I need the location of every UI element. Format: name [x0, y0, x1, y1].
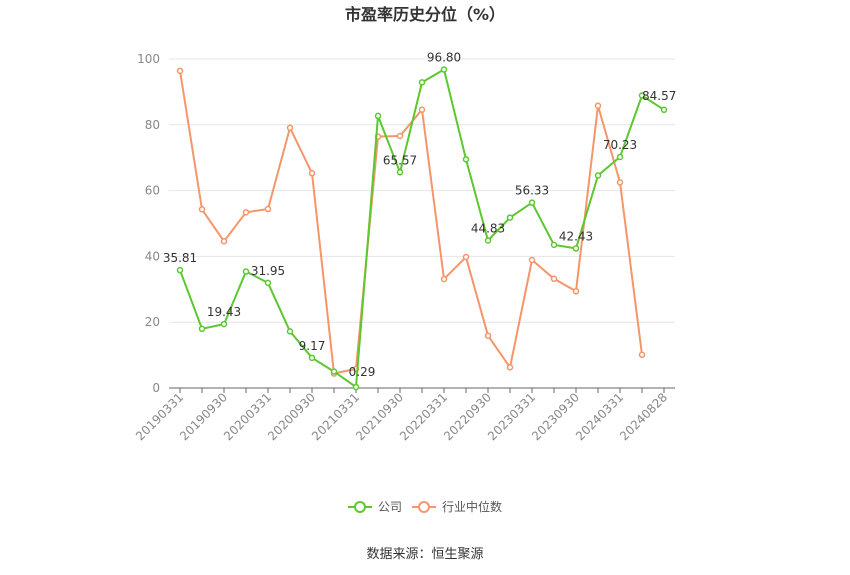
data-point[interactable]: [462, 156, 470, 163]
y-tick-label: 20: [145, 315, 160, 329]
data-point[interactable]: [550, 275, 558, 283]
x-axis: 2019033120190930202003312020093020210331…: [133, 387, 675, 443]
y-tick-label: 60: [145, 184, 160, 198]
data-point[interactable]: [484, 237, 492, 244]
data-point[interactable]: [264, 205, 272, 213]
data-label: 0.29: [349, 365, 376, 379]
legend-label-industry-median: 行业中位数: [442, 499, 502, 514]
data-label: 96.80: [427, 51, 461, 65]
data-label: 70.23: [603, 138, 637, 152]
data-point[interactable]: [264, 279, 272, 287]
data-point[interactable]: [572, 245, 580, 252]
data-point[interactable]: [616, 153, 624, 161]
data-point[interactable]: [308, 169, 316, 177]
data-point[interactable]: [418, 106, 426, 113]
data-label: 35.81: [163, 251, 197, 265]
y-tick-label: 40: [145, 249, 160, 263]
data-point[interactable]: [176, 67, 184, 75]
data-point[interactable]: [506, 364, 514, 371]
legend-item-company[interactable]: 公司: [348, 500, 402, 514]
data-point[interactable]: [660, 106, 668, 114]
data-point[interactable]: [374, 112, 382, 120]
data-label: 44.83: [471, 222, 505, 236]
legend-label-company: 公司: [378, 500, 402, 514]
data-point[interactable]: [286, 124, 294, 132]
data-point[interactable]: [638, 351, 646, 359]
data-label: 31.95: [251, 264, 285, 278]
data-point[interactable]: [506, 214, 514, 221]
y-tick-label: 80: [145, 118, 160, 132]
y-tick-label: 0: [152, 381, 160, 395]
legend-item-industry-median[interactable]: 行业中位数: [412, 499, 502, 514]
data-point[interactable]: [462, 253, 470, 261]
data-label: 42.43: [559, 229, 593, 243]
data-point[interactable]: [528, 199, 536, 206]
data-point[interactable]: [308, 354, 316, 362]
data-point[interactable]: [242, 209, 250, 216]
series-layer: [176, 66, 668, 391]
data-point[interactable]: [242, 268, 250, 275]
data-point[interactable]: [198, 206, 206, 213]
legend-marker-industry-median: [418, 501, 430, 513]
data-point[interactable]: [396, 132, 404, 140]
data-point[interactable]: [594, 102, 602, 109]
series-industry-median: [176, 67, 646, 377]
x-tick-label: 20240828: [617, 390, 670, 443]
series-company: [176, 66, 668, 391]
data-point[interactable]: [484, 332, 492, 339]
data-point[interactable]: [440, 66, 448, 73]
y-axis: 0 20 40 60 80 100: [137, 52, 160, 395]
data-source: 数据来源：恒生聚源: [366, 547, 483, 562]
data-labels: 35.81 19.43 31.95 9.17 0.29 65.57 96.80 44.83 56…: [163, 51, 677, 380]
legend-marker-company: [354, 501, 366, 513]
data-point[interactable]: [198, 325, 206, 333]
data-label: 84.57: [642, 89, 676, 103]
data-label: 19.43: [207, 305, 241, 319]
data-point[interactable]: [352, 383, 360, 391]
data-point[interactable]: [550, 241, 558, 249]
data-point[interactable]: [440, 275, 448, 283]
data-point[interactable]: [638, 92, 646, 99]
data-point[interactable]: [176, 266, 184, 274]
data-point[interactable]: [220, 320, 228, 328]
data-point[interactable]: [594, 172, 602, 179]
series-industry-median-line: [179, 70, 643, 375]
data-point[interactable]: [418, 79, 426, 86]
data-point[interactable]: [220, 238, 228, 245]
y-tick-label: 100: [137, 52, 160, 66]
data-label: 9.17: [299, 339, 326, 353]
data-point[interactable]: [330, 368, 338, 375]
data-label: 65.57: [383, 153, 417, 167]
grid: [169, 58, 675, 323]
legend: 公司 行业中位数: [348, 499, 502, 514]
data-point[interactable]: [286, 328, 294, 335]
data-point[interactable]: [528, 256, 536, 264]
data-label: 56.33: [515, 184, 549, 198]
data-point[interactable]: [396, 169, 404, 176]
data-point[interactable]: [572, 288, 580, 295]
data-point[interactable]: [616, 179, 624, 186]
chart-title: 市盈率历史分位（%）: [345, 5, 505, 24]
